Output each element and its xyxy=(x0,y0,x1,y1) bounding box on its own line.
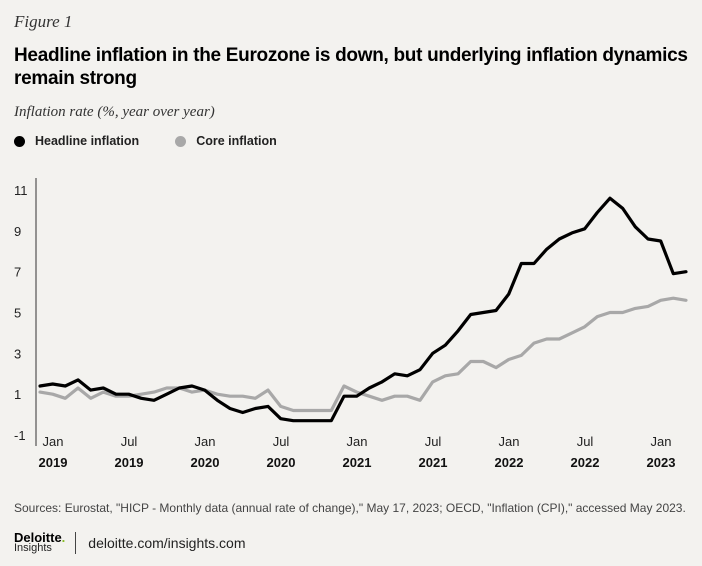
y-tick-label-9: 9 xyxy=(14,224,21,239)
sources-note: Sources: Eurostat, "HICP - Monthly data … xyxy=(14,501,686,515)
x-tick-year-1: 2019 xyxy=(115,455,144,470)
legend-swatch-core xyxy=(175,135,187,147)
x-tick-month-7: Jul xyxy=(577,434,594,449)
x-tick-year-2: 2020 xyxy=(191,455,220,470)
chart-title: Headline inflation in the Eurozone is do… xyxy=(14,45,688,89)
y-tick-label-3: 3 xyxy=(14,346,21,361)
x-tick-month-4: Jan xyxy=(347,434,368,449)
legend-swatch-headline xyxy=(14,135,25,147)
legend-label-headline: Headline inflation xyxy=(35,134,140,148)
chart-subtitle: Inflation rate (%, year over year) xyxy=(14,104,215,120)
footer-url: deloitte.com/insights.com xyxy=(88,535,246,551)
x-tick-month-8: Jan xyxy=(651,434,672,449)
x-tick-month-2: Jan xyxy=(195,434,216,449)
x-tick-month-6: Jan xyxy=(499,434,520,449)
legend-item-core: Core inflation xyxy=(175,134,277,148)
legend: Headline inflation Core inflation xyxy=(14,134,313,148)
core-inflation-line xyxy=(38,296,688,413)
legend-label-core: Core inflation xyxy=(196,134,277,148)
deloitte-insights-logo: Deloitte. Insights xyxy=(14,530,66,554)
footer: Deloitte. Insights deloitte.com/insights… xyxy=(14,530,246,554)
x-tick-month-5: Jul xyxy=(425,434,442,449)
x-tick-year-3: 2020 xyxy=(267,455,296,470)
y-tick-label-11: 11 xyxy=(14,183,28,198)
y-tick-label-7: 7 xyxy=(14,265,21,280)
x-tick-year-0: 2019 xyxy=(39,455,68,470)
line-chart: -1 1 3 5 7 9 11 Jan 2019 Jul 2019 Jan 2020 Jul 2020 Jan… xyxy=(14,178,688,470)
y-tick-label-1: 1 xyxy=(14,387,21,402)
x-tick-year-5: 2021 xyxy=(419,455,448,470)
x-tick-year-4: 2021 xyxy=(343,455,372,470)
legend-item-headline: Headline inflation xyxy=(14,134,139,148)
x-tick-month-0: Jan xyxy=(43,434,64,449)
figure-label: Figure 1 xyxy=(14,12,73,31)
y-tick-label-neg1: -1 xyxy=(14,428,26,443)
x-tick-year-7: 2022 xyxy=(571,455,600,470)
x-tick-year-6: 2022 xyxy=(495,455,524,470)
headline-inflation-line xyxy=(38,196,688,423)
x-tick-month-1: Jul xyxy=(121,434,138,449)
x-tick-year-8: 2023 xyxy=(647,455,676,470)
footer-divider xyxy=(75,532,77,554)
y-tick-label-5: 5 xyxy=(14,306,21,321)
x-tick-month-3: Jul xyxy=(273,434,290,449)
